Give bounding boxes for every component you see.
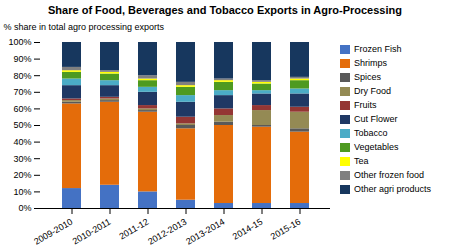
svg-text:10%: 10%: [13, 187, 31, 197]
svg-text:20%: 20%: [13, 170, 31, 180]
svg-text:% share in total agro processi: % share in total agro processing exports: [4, 22, 165, 32]
svg-text:2011-12: 2011-12: [117, 216, 151, 242]
svg-text:70%: 70%: [13, 87, 31, 97]
html-text:Tea: Tea: [354, 156, 369, 166]
html-text:Cut Flower: Cut Flower: [354, 114, 398, 124]
svg-text:80%: 80%: [13, 71, 31, 81]
svg-text:0%: 0%: [18, 203, 31, 213]
svg-text:60%: 60%: [13, 104, 31, 114]
svg-text:30%: 30%: [13, 154, 31, 164]
html-text:Fruits: Fruits: [354, 100, 377, 110]
html-text:Other frozen food: Other frozen food: [354, 170, 424, 180]
svg-text:2013-2014: 2013-2014: [184, 217, 226, 247]
html-text:Frozen Fish: Frozen Fish: [354, 44, 402, 54]
svg-text:2009-2010: 2009-2010: [32, 217, 74, 247]
svg-text:50%: 50%: [13, 120, 31, 130]
svg-text:2015-16: 2015-16: [269, 217, 303, 242]
svg-text:2012-2013: 2012-2013: [146, 217, 188, 247]
svg-text:2014-15: 2014-15: [231, 217, 265, 242]
html-text:Dry Food: Dry Food: [354, 86, 391, 96]
svg-text:100%: 100%: [8, 37, 31, 47]
svg-text:90%: 90%: [13, 54, 31, 64]
html-text:Tobacco: Tobacco: [354, 128, 388, 138]
html-text:Other agri products: Other agri products: [354, 184, 431, 194]
html-text:Spices: Spices: [354, 72, 381, 82]
svg-text:2010-2011: 2010-2011: [71, 217, 113, 247]
html-text:Share of Food, Beverages and T: Share of Food, Beverages and Tobacco Exp…: [48, 4, 402, 16]
svg-text:40%: 40%: [13, 137, 31, 147]
html-text:Shrimps: Shrimps: [354, 58, 387, 68]
html-text:Vegetables: Vegetables: [354, 142, 399, 152]
